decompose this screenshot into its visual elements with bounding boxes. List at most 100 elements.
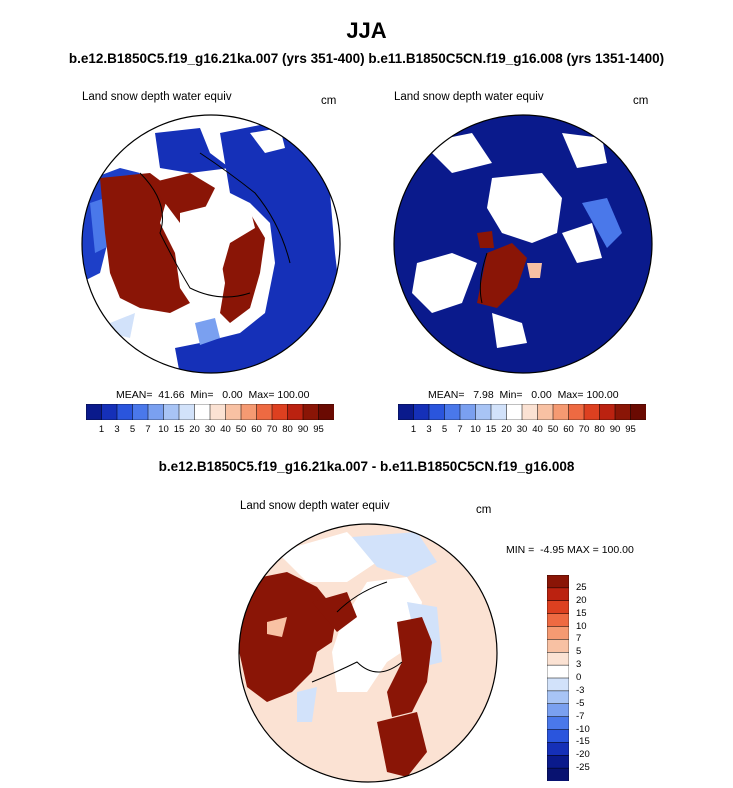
colorbar-tick-label: 25 [576, 581, 587, 593]
colorbar-tick-label: -15 [576, 736, 590, 748]
diff-polar-map [238, 523, 498, 783]
colorbar-tick-label: 70 [266, 424, 278, 435]
colorbar-swatch [547, 652, 569, 666]
colorbar-swatch [583, 404, 601, 420]
colorbar-tick-label: 95 [625, 424, 636, 435]
colorbar-swatch [547, 755, 569, 769]
colorbar-swatch [101, 404, 118, 420]
colorbar-tick-label: 50 [547, 424, 559, 435]
colorbar-tick-label: 95 [313, 424, 324, 435]
colorbar-tick-label: 7 [145, 424, 151, 435]
colorbar-tick-label: 40 [532, 424, 543, 435]
left-colorbar-ticks: 1 3 5 7 10 15 20 30 40 50 60 70 80 90 95 [86, 424, 334, 438]
colorbar-swatch [521, 404, 539, 420]
right-stats: MEAN= 7.98 Min= 0.00 Max= 100.00 [428, 389, 619, 401]
colorbar-tick-label: 3 [576, 659, 582, 671]
colorbar-tick-label: 40 [220, 424, 231, 435]
colorbar-tick-label: 50 [235, 424, 247, 435]
colorbar-tick-label: 7 [457, 424, 463, 435]
colorbar-tick-label: 60 [251, 424, 262, 435]
left-polar-map [81, 114, 341, 374]
colorbar-swatch [547, 664, 569, 679]
colorbar-swatch [398, 404, 415, 420]
colorbar-tick-label: 3 [114, 424, 120, 435]
colorbar-swatch [547, 587, 569, 602]
colorbar-swatch [225, 404, 242, 420]
page-subtitle: b.e12.B1850C5.f19_g16.21ka.007 (yrs 351-… [0, 51, 733, 66]
left-colorbar [86, 404, 334, 420]
colorbar-tick-label: 80 [594, 424, 605, 435]
colorbar-tick-label: 10 [158, 424, 169, 435]
colorbar-swatch [547, 716, 569, 731]
left-variable-label: Land snow depth water equiv [82, 91, 232, 103]
colorbar-tick-label: 10 [576, 620, 587, 632]
colorbar-tick-label: 15 [576, 607, 587, 619]
colorbar-tick-label: 90 [297, 424, 309, 435]
colorbar-swatch [178, 404, 196, 420]
colorbar-swatch [506, 404, 523, 420]
colorbar-swatch [568, 404, 585, 420]
colorbar-swatch [302, 404, 320, 420]
colorbar-tick-label: 5 [576, 646, 582, 658]
right-colorbar [398, 404, 646, 420]
colorbar-swatch [271, 404, 289, 420]
right-colorbar-ticks: 1 3 5 7 10 15 20 30 40 50 60 70 80 90 95 [398, 424, 646, 438]
colorbar-swatch [413, 404, 430, 420]
colorbar-swatch [547, 677, 569, 692]
diff-title: b.e12.B1850C5.f19_g16.21ka.007 - b.e11.B… [158, 459, 575, 474]
diff-stats: MIN = -4.95 MAX = 100.00 [506, 544, 634, 556]
colorbar-swatch [547, 729, 569, 744]
colorbar-tick-label: 60 [563, 424, 574, 435]
colorbar-swatch [547, 626, 569, 641]
colorbar-swatch [318, 404, 334, 420]
colorbar-swatch [444, 404, 461, 420]
colorbar-swatch [547, 639, 569, 653]
colorbar-swatch [86, 404, 103, 420]
colorbar-swatch [475, 404, 492, 420]
colorbar-swatch [459, 404, 477, 420]
colorbar-swatch [547, 575, 569, 589]
colorbar-swatch [490, 404, 508, 420]
colorbar-tick-label: 10 [470, 424, 481, 435]
left-stats: MEAN= 41.66 Min= 0.00 Max= 100.00 [116, 389, 310, 401]
colorbar-tick-label: -3 [576, 684, 585, 696]
right-polar-map [393, 114, 653, 374]
colorbar-swatch [599, 404, 616, 420]
colorbar-tick-label: -25 [576, 762, 590, 774]
colorbar-swatch [547, 690, 569, 705]
colorbar-swatch [116, 404, 134, 420]
colorbar-tick-label: 7 [576, 633, 582, 645]
colorbar-tick-label: -7 [576, 710, 585, 722]
right-units-label: cm [633, 95, 649, 107]
colorbar-swatch [163, 404, 180, 420]
colorbar-tick-label: 1 [410, 424, 417, 435]
colorbar-tick-label: 15 [485, 424, 497, 435]
colorbar-swatch [552, 404, 570, 420]
colorbar-swatch [547, 703, 569, 718]
colorbar-swatch [547, 600, 569, 615]
colorbar-tick-label: 5 [441, 424, 448, 435]
colorbar-swatch [428, 404, 446, 420]
colorbar-swatch [614, 404, 632, 420]
colorbar-swatch [256, 404, 273, 420]
colorbar-tick-label: 20 [189, 424, 200, 435]
colorbar-tick-label: 30 [204, 424, 216, 435]
colorbar-swatch [147, 404, 165, 420]
colorbar-swatch [240, 404, 258, 420]
colorbar-swatch [537, 404, 554, 420]
diff-variable-label: Land snow depth water equiv [240, 500, 390, 512]
colorbar-tick-label: -20 [576, 749, 590, 761]
diff-colorbar-ticks: 25 20 15 10 7 5 3 0 -3 -5 -7 -10 -15 -20 -25 [576, 575, 616, 781]
diff-units-label: cm [476, 504, 492, 516]
colorbar-tick-label: 20 [576, 594, 587, 606]
right-variable-label: Land snow depth water equiv [394, 91, 544, 103]
subtitle-right: b.e11.B1850C5CN.f19_g16.008 (yrs 1351-14… [368, 51, 665, 66]
colorbar-tick-label: 70 [578, 424, 590, 435]
subtitle-left: b.e12.B1850C5.f19_g16.21ka.007 (yrs 351-… [68, 51, 365, 66]
colorbar-tick-label: 90 [609, 424, 621, 435]
colorbar-tick-label: -5 [576, 697, 585, 709]
colorbar-tick-label: 0 [576, 672, 582, 683]
diff-colorbar [547, 575, 569, 781]
colorbar-swatch [132, 404, 149, 420]
colorbar-tick-label: 15 [173, 424, 185, 435]
